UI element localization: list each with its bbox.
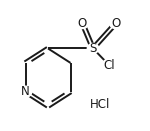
Text: Cl: Cl: [104, 59, 115, 72]
Circle shape: [102, 59, 117, 72]
Text: N: N: [21, 85, 30, 98]
Circle shape: [110, 19, 121, 29]
Text: S: S: [89, 42, 97, 55]
Circle shape: [19, 86, 32, 97]
Text: O: O: [111, 17, 120, 30]
Text: O: O: [78, 17, 87, 30]
Circle shape: [77, 19, 88, 29]
Text: HCl: HCl: [90, 98, 111, 111]
Circle shape: [87, 43, 99, 53]
